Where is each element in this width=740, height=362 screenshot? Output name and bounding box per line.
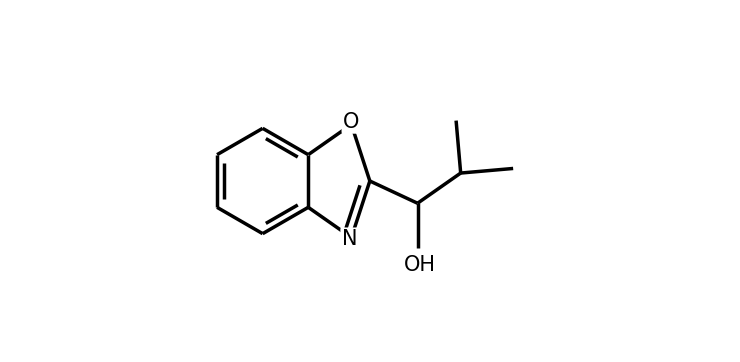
Text: O: O [343, 112, 360, 132]
Text: N: N [342, 229, 357, 249]
Text: OH: OH [403, 255, 436, 275]
